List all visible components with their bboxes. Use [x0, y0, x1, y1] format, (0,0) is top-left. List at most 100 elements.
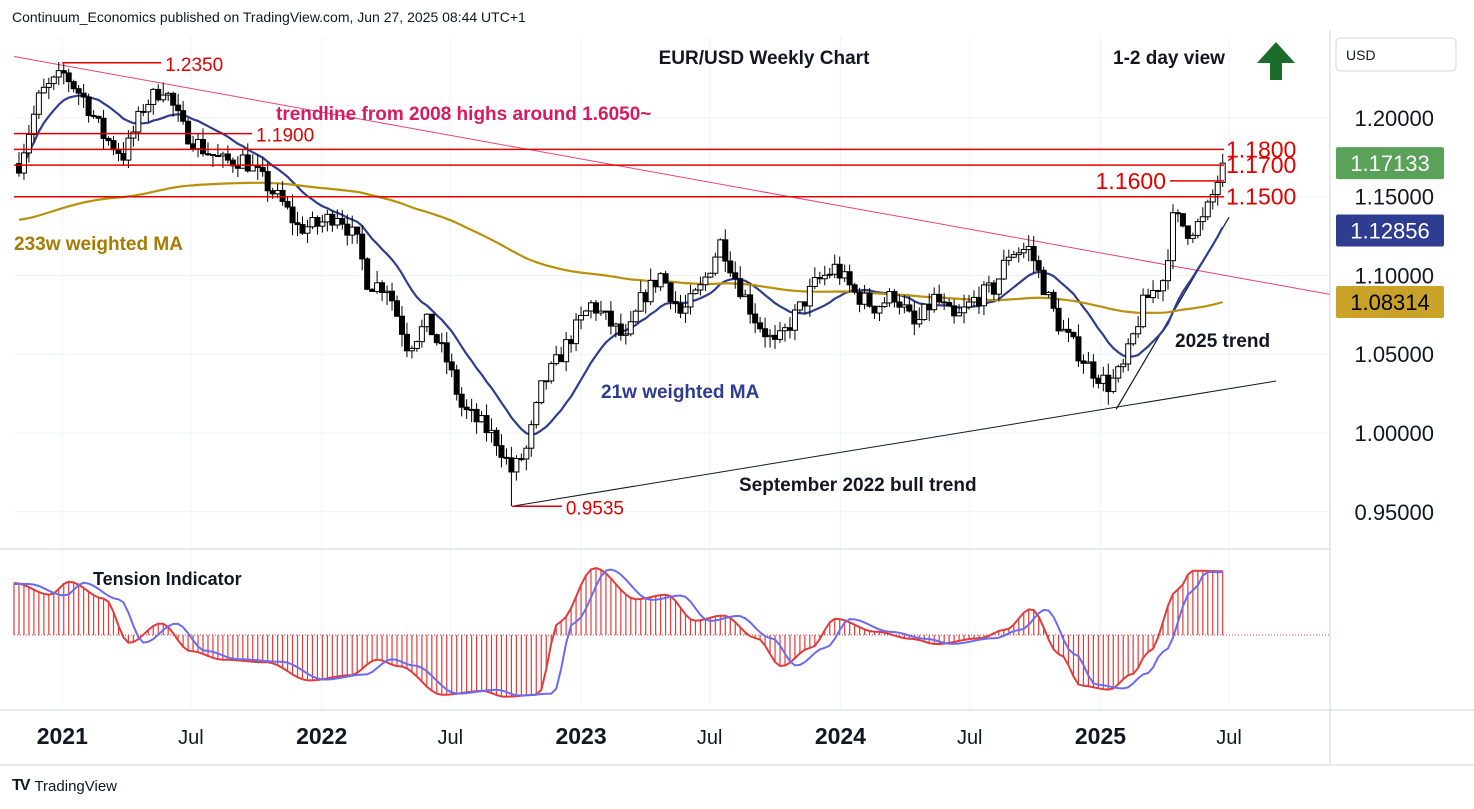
- price-badge-label: 1.17133: [1350, 151, 1430, 176]
- candle-body: [234, 165, 241, 169]
- candle-body: [528, 424, 535, 449]
- candle-body: [841, 271, 848, 279]
- candle-body: [881, 302, 888, 308]
- candle-body: [1095, 377, 1102, 384]
- x-tick-label: Jul: [697, 727, 723, 749]
- price-badge: 1.17133: [1336, 147, 1444, 180]
- candle-body: [165, 92, 172, 96]
- candle-body: [717, 239, 724, 258]
- y-tick-label: 1.20000: [1354, 106, 1434, 131]
- candle-body: [1164, 260, 1171, 282]
- candle-body: [1199, 216, 1206, 223]
- candle-body: [811, 277, 818, 287]
- candle-body: [80, 92, 87, 98]
- candle-body: [394, 300, 401, 317]
- candle-body: [508, 457, 515, 473]
- candle-body: [150, 88, 157, 105]
- candle-body: [1194, 221, 1201, 236]
- candle-body: [1169, 212, 1176, 262]
- candle-body: [224, 153, 231, 161]
- candle-body: [647, 279, 654, 303]
- candle-body: [145, 103, 152, 113]
- candle-body: [980, 284, 987, 307]
- y-tick-label: 1.00000: [1354, 421, 1434, 446]
- candle-body: [1120, 363, 1127, 368]
- candle-body: [821, 274, 828, 280]
- candle-body: [513, 458, 520, 473]
- candle-body: [50, 76, 57, 85]
- ma233-line: [18, 181, 1224, 315]
- candle-body: [374, 282, 381, 292]
- candle-body: [1025, 245, 1032, 251]
- candle-body: [956, 312, 963, 317]
- candle-body: [637, 292, 644, 312]
- price-badge: 1.08314: [1336, 286, 1444, 319]
- candle-body: [1130, 333, 1137, 345]
- candle-body: [578, 314, 585, 321]
- candle-body: [1184, 225, 1191, 239]
- candle-body: [115, 149, 122, 154]
- candle-body: [752, 313, 759, 324]
- x-tick-label: Jul: [438, 727, 464, 749]
- candle-body: [264, 171, 271, 192]
- resistance-label: 1.1600: [1096, 168, 1166, 194]
- tradingview-logo-icon: TV: [12, 777, 31, 794]
- ma233-label: 233w weighted MA: [14, 234, 183, 255]
- candle-body: [453, 369, 460, 395]
- candle-body: [791, 309, 798, 331]
- candle-body: [403, 333, 410, 352]
- candle-body: [75, 88, 82, 94]
- candle-body: [607, 310, 614, 327]
- currency-button[interactable]: USD: [1335, 37, 1457, 72]
- candle-body: [428, 313, 435, 336]
- resistance-label: 1.1800: [1226, 136, 1296, 162]
- candle-body: [324, 213, 331, 223]
- candle-body: [757, 322, 764, 330]
- candle-body: [921, 303, 928, 321]
- candle-body: [344, 223, 351, 236]
- candle-body: [772, 334, 779, 340]
- candle-body: [573, 319, 580, 345]
- candle-body: [742, 294, 749, 298]
- candle-body: [314, 217, 321, 227]
- candle-body: [697, 284, 704, 291]
- tension-indicator-pane: [13, 567, 1330, 698]
- candle-body: [657, 273, 664, 288]
- tradingview-logo[interactable]: TV TradingView: [12, 777, 117, 795]
- candle-body: [961, 306, 968, 314]
- x-tick-label: Jul: [957, 727, 983, 749]
- candle-body: [483, 415, 490, 434]
- candle-body: [677, 303, 684, 314]
- candle-body: [786, 327, 793, 331]
- candle-body: [1214, 181, 1221, 196]
- price-badge-label: 1.12856: [1350, 218, 1430, 243]
- candle-body: [1219, 162, 1226, 183]
- candle-body: [846, 271, 853, 286]
- candle-body: [687, 293, 694, 308]
- candle-body: [941, 301, 948, 304]
- candle-body: [911, 310, 918, 325]
- candle-body: [781, 327, 788, 332]
- candle-body: [1030, 245, 1037, 262]
- candle-body: [468, 408, 475, 411]
- x-tick-label: Jul: [178, 727, 204, 749]
- candle-body: [856, 291, 863, 305]
- candle-body: [180, 110, 187, 122]
- grid: [14, 36, 1330, 708]
- candle-body: [836, 263, 843, 279]
- candle-body: [871, 305, 878, 314]
- candle-body: [946, 302, 953, 307]
- chart-labels: EUR/USD Weekly Chart 1-2 day view trendlin…: [14, 42, 1295, 589]
- candle-body: [597, 310, 604, 314]
- candle-body: [642, 292, 649, 303]
- candle-body: [1174, 212, 1181, 215]
- candle-body: [244, 154, 251, 172]
- candle-body: [1125, 343, 1132, 365]
- candle-body: [523, 447, 530, 460]
- candle-body: [1065, 328, 1072, 333]
- resistance-label: 1.1700: [1226, 152, 1296, 178]
- candle-body: [209, 154, 216, 157]
- candle-body: [1209, 194, 1216, 203]
- candle-body: [55, 70, 62, 78]
